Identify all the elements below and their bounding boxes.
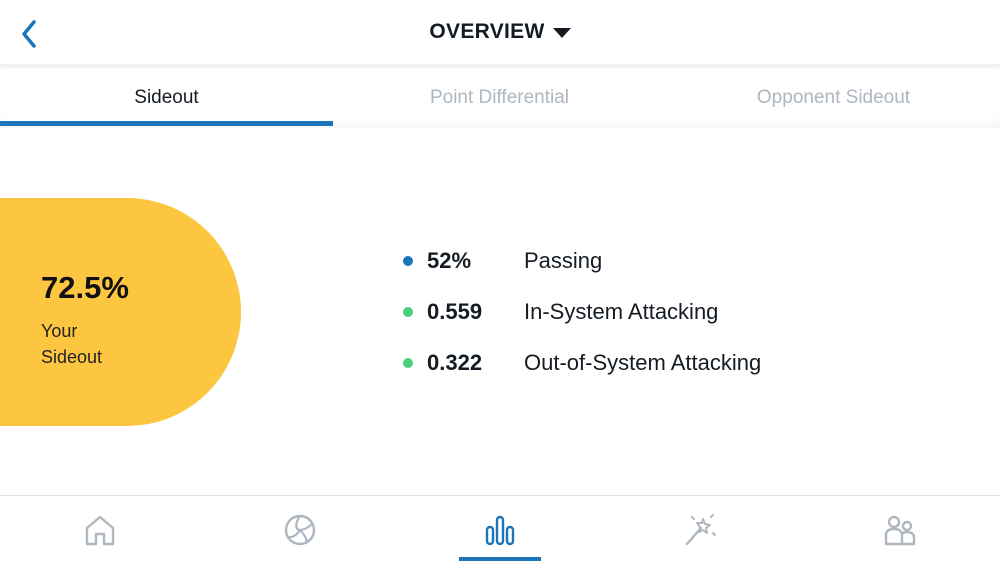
metric-label: Out-of-System Attacking: [524, 350, 762, 375]
nav-stats[interactable]: [400, 496, 600, 563]
active-tab-indicator: [0, 121, 333, 126]
metric-row-out-of-system-attacking: 0.322 Out-of-System Attacking: [403, 348, 761, 378]
sideout-label-line1: Your: [41, 321, 78, 341]
volleyball-icon: [284, 514, 316, 546]
stats-bar-icon: [485, 515, 515, 546]
metric-value: 52%: [427, 248, 472, 273]
page-title: OVERVIEW: [429, 20, 545, 43]
status-dot: [403, 256, 413, 266]
back-button[interactable]: [14, 17, 44, 51]
tab-point-differential[interactable]: Point Differential: [429, 87, 570, 108]
tab-bar: Sideout Point Differential Opponent Side…: [0, 68, 1000, 128]
sideout-label-line2: Sideout: [41, 347, 103, 367]
metric-label: In-System Attacking: [524, 299, 719, 324]
metric-row-passing: 52% Passing: [403, 246, 602, 276]
tab-opponent-sideout[interactable]: Opponent Sideout: [756, 87, 911, 108]
nav-insights[interactable]: [600, 496, 800, 563]
magic-wand-icon: [685, 514, 716, 546]
nav-team[interactable]: [800, 496, 1000, 563]
view-selector[interactable]: OVERVIEW: [0, 20, 1000, 44]
top-app-bar: OVERVIEW: [0, 0, 1000, 68]
sideout-label: Your Sideout: [41, 318, 102, 370]
nav-home[interactable]: [0, 496, 200, 563]
chevron-left-icon: [22, 20, 36, 48]
status-dot: [403, 358, 413, 368]
status-dot: [403, 307, 413, 317]
home-icon: [85, 515, 115, 546]
metric-value: 0.559: [427, 299, 483, 324]
metric-label: Passing: [524, 248, 603, 273]
metric-row-in-system-attacking: 0.559 In-System Attacking: [403, 297, 718, 327]
metric-value: 0.322: [427, 350, 483, 375]
sideout-percentage: 72.5%: [41, 270, 129, 305]
tab-sideout[interactable]: Sideout: [134, 87, 199, 108]
active-nav-indicator: [459, 557, 541, 561]
sideout-summary-card: [0, 198, 241, 426]
bottom-navigation: [0, 495, 1000, 563]
nav-matches[interactable]: [200, 496, 400, 563]
team-icon: [884, 515, 916, 546]
caret-down-icon: [552, 28, 571, 38]
